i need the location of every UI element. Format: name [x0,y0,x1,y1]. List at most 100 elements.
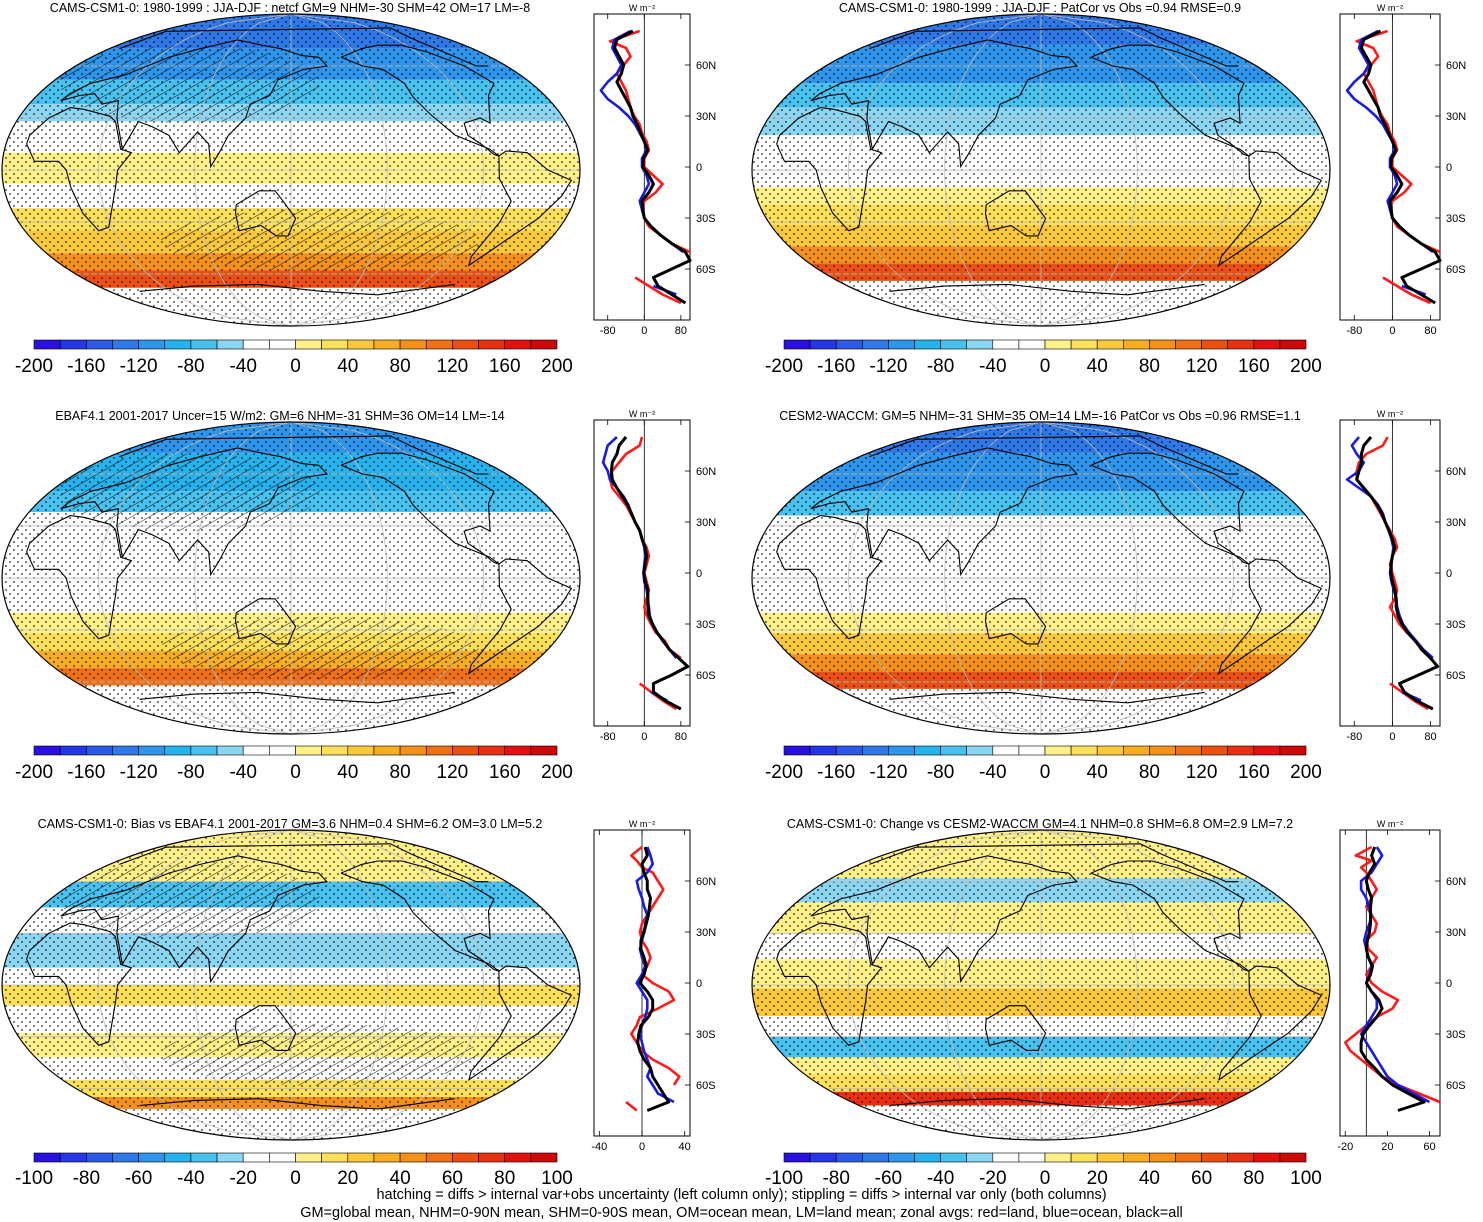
y-tick-label: 60N [696,466,716,478]
zonal-profile-3: W m⁻² -80 0 80 60N 30N 0 30S 60S [1339,409,1466,743]
colorbar-swatch [1253,339,1281,350]
colorbar-swatch [966,1152,994,1163]
colorbar-swatch [112,1152,139,1163]
x-tick-label: -20 [1337,1141,1353,1153]
colorbar-swatch [809,1152,837,1163]
colorbar-swatch [1070,339,1098,350]
colorbar-label: 0 [1040,762,1051,783]
colorbar-4: -100 -80 -60 -40 -20 0 20 40 60 80 100 [15,1152,573,1189]
map-outline [751,829,1331,1141]
coastline [1217,150,1323,267]
colorbar-swatch [861,339,889,350]
y-tick-label: 30S [696,619,716,631]
gridline [194,830,292,1140]
zonal-profile-0: W m⁻² -80 0 80 60N 30N 0 30S 60S [593,3,716,337]
panel-title: CAMS-CSM1-0: Bias vs EBAF4.1 2001-2017 G… [38,817,543,831]
colorbar-label: 200 [1290,762,1322,783]
colorbar-label: -40 [979,356,1006,377]
colorbar-swatch [1175,339,1202,350]
y-tick-label: 60N [1446,60,1466,72]
map-outline [751,421,1331,735]
colorbar-swatch [914,745,941,756]
hatching [160,1023,479,1086]
coastline [984,190,1047,237]
colorbar-swatch [33,1152,61,1163]
colorbar-swatch [1279,339,1307,350]
colorbar-swatch [425,745,453,756]
gridline [1040,830,1235,1140]
colorbar-swatch [138,339,166,350]
colorbar-0: -200 -160 -120 -80 -40 0 40 80 120 160 200 [15,339,573,377]
y-tick-label: 0 [696,568,702,580]
colorbar-swatch [373,339,401,350]
y-tick-label: 60S [1446,1080,1466,1092]
coastline [234,598,297,645]
gridline [1040,14,1235,326]
panel-title: CAMS-CSM1-0: 1980-1999 : JJA-DJF : PatCo… [839,1,1241,15]
colorbar-swatch [373,745,401,756]
colorbar-label: 0 [1040,356,1051,377]
colorbar-swatch [530,339,558,350]
colorbar-label: -40 [229,762,256,783]
x-tick-label: -80 [1346,325,1362,337]
colorbar-swatch [835,1152,863,1163]
map-field-0 [2,14,580,326]
coastline [810,447,1079,577]
colorbar-swatch [1227,339,1255,350]
colorbar-swatch [504,1152,532,1163]
colorbar-swatch [1123,339,1150,350]
colorbar-swatch [478,745,505,756]
colorbar-swatch [59,1152,87,1163]
colorbar-label: -120 [869,762,907,783]
colorbar-swatch [269,745,296,756]
coastline [810,855,1079,984]
colorbar-label: -200 [765,356,803,377]
colorbar-swatch [216,1152,244,1163]
colorbar-swatch [1096,745,1124,756]
colorbar-swatch [321,1152,349,1163]
colorbar-swatch [347,1152,375,1163]
coastline [26,515,133,640]
colorbar-swatch [164,745,192,756]
colorbar-swatch [452,1152,479,1163]
colorbar-swatch [1018,745,1046,756]
y-tick-label: 30S [1446,1029,1466,1041]
coastline [139,283,455,296]
colorbar-label: 40 [337,356,358,377]
colorbar-label: -80 [927,356,954,377]
coastline [60,39,329,169]
colorbar-swatch [835,339,863,350]
coastline [869,27,1239,67]
colorbar-label: 100 [1290,1168,1322,1189]
coastline [889,691,1205,704]
colorbar-1: -200 -160 -120 -80 -40 0 40 80 120 160 200 [765,339,1322,377]
colorbar-label: 80 [1139,762,1160,783]
coastline [119,435,489,475]
colorbar-swatch [86,339,113,350]
coastline [340,452,500,565]
colorbar-swatch [1201,339,1228,350]
colorbar-swatch [1044,339,1072,350]
colorbar-label: 0 [290,762,301,783]
x-tick-label: 40 [679,1141,691,1153]
gridline [290,830,485,1140]
y-tick-label: 60S [696,264,716,276]
colorbar-swatch [112,339,139,350]
colorbar-swatch [164,339,192,350]
map-outline [1,13,581,327]
colorbar-label: 160 [1238,762,1270,783]
map-field-3 [752,422,1330,734]
colorbar-swatch [33,745,61,756]
colorbar-swatch [783,1152,811,1163]
coastline [60,447,329,577]
y-tick-label: 30N [1446,517,1466,529]
coastline [869,843,1239,883]
colorbar-swatch [1253,1152,1281,1163]
panel-5: W m⁻² -20 20 60 60N 30N 0 30S 60S -100 -80 -60 -40 -2… [751,817,1466,1189]
colorbar-swatch [940,1152,967,1163]
unit-label: W m⁻² [629,409,655,419]
colorbar-swatch [861,1152,889,1163]
profile-frame [1339,829,1441,1137]
colorbar-swatch [504,745,532,756]
